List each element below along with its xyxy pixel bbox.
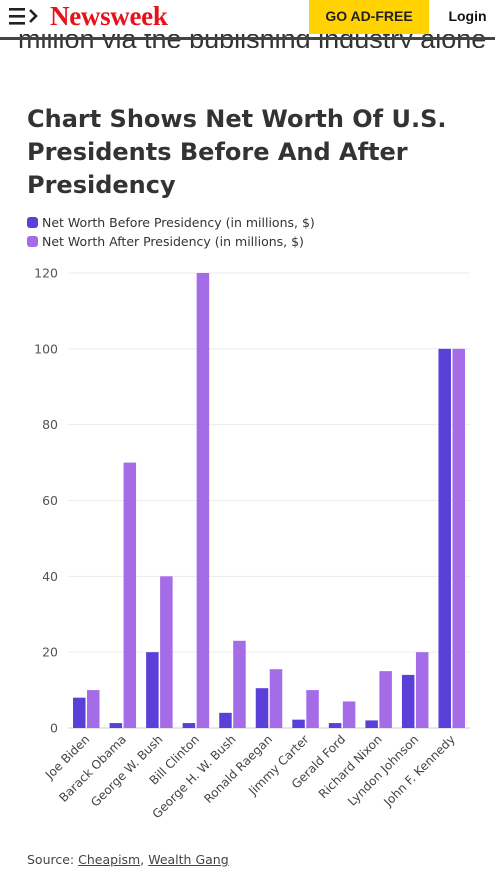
bar-after [415,652,429,728]
y-tick-label: 20 [42,645,58,660]
bar-before [401,674,415,728]
legend-label-after: Net Worth After Presidency (in millions,… [42,234,304,249]
source-link-cheapism[interactable]: Cheapism [78,852,141,867]
bar-after [87,690,100,728]
bar-before [255,688,269,728]
bar-before [438,348,451,728]
source-label: Source: [27,852,75,867]
bar-after [160,576,173,728]
legend-item-after: Net Worth After Presidency (in millions,… [27,232,315,251]
header-divider [0,37,495,40]
bar-before [328,723,342,728]
y-tick-label: 40 [42,569,58,584]
menu-icon[interactable] [8,6,40,26]
bar-after [342,701,356,728]
y-tick-label: 80 [42,417,58,432]
y-tick-label: 100 [34,341,58,356]
x-tick-label: Richard Nixon [316,732,385,801]
newsweek-logo[interactable]: Newsweek [50,1,168,31]
bar-after [452,348,465,728]
bar-after [123,462,137,728]
chart-legend: Net Worth Before Presidency (in millions… [27,213,315,251]
legend-swatch-after [27,236,38,247]
bar-before [219,712,232,728]
bar-before [146,652,159,728]
legend-label-before: Net Worth Before Presidency (in millions… [42,215,315,230]
chart-source: Source: Cheapism, Wealth Gang [27,852,229,867]
y-tick-label: 60 [42,493,58,508]
bar-after [269,669,283,728]
bar-before [73,697,86,728]
bar-before [292,719,305,728]
bar-after [379,671,392,728]
bar-after [196,273,210,728]
top-navigation-bar: Newsweek GO AD-FREE Login [0,0,495,34]
source-link-wealth-gang[interactable]: Wealth Gang [148,852,229,867]
login-link[interactable]: Login [448,8,487,24]
legend-swatch-before [27,217,38,228]
bar-after [306,690,319,728]
bar-after [233,640,246,728]
y-tick-label: 0 [50,721,58,736]
chart-title: Chart Shows Net Worth Of U.S. Presidents… [27,105,447,199]
bar-before [182,723,196,728]
legend-item-before: Net Worth Before Presidency (in millions… [27,213,315,232]
go-ad-free-button[interactable]: GO AD-FREE [309,0,429,34]
y-tick-label: 120 [34,266,58,281]
bar-before [365,720,378,728]
bar-before [109,723,123,728]
